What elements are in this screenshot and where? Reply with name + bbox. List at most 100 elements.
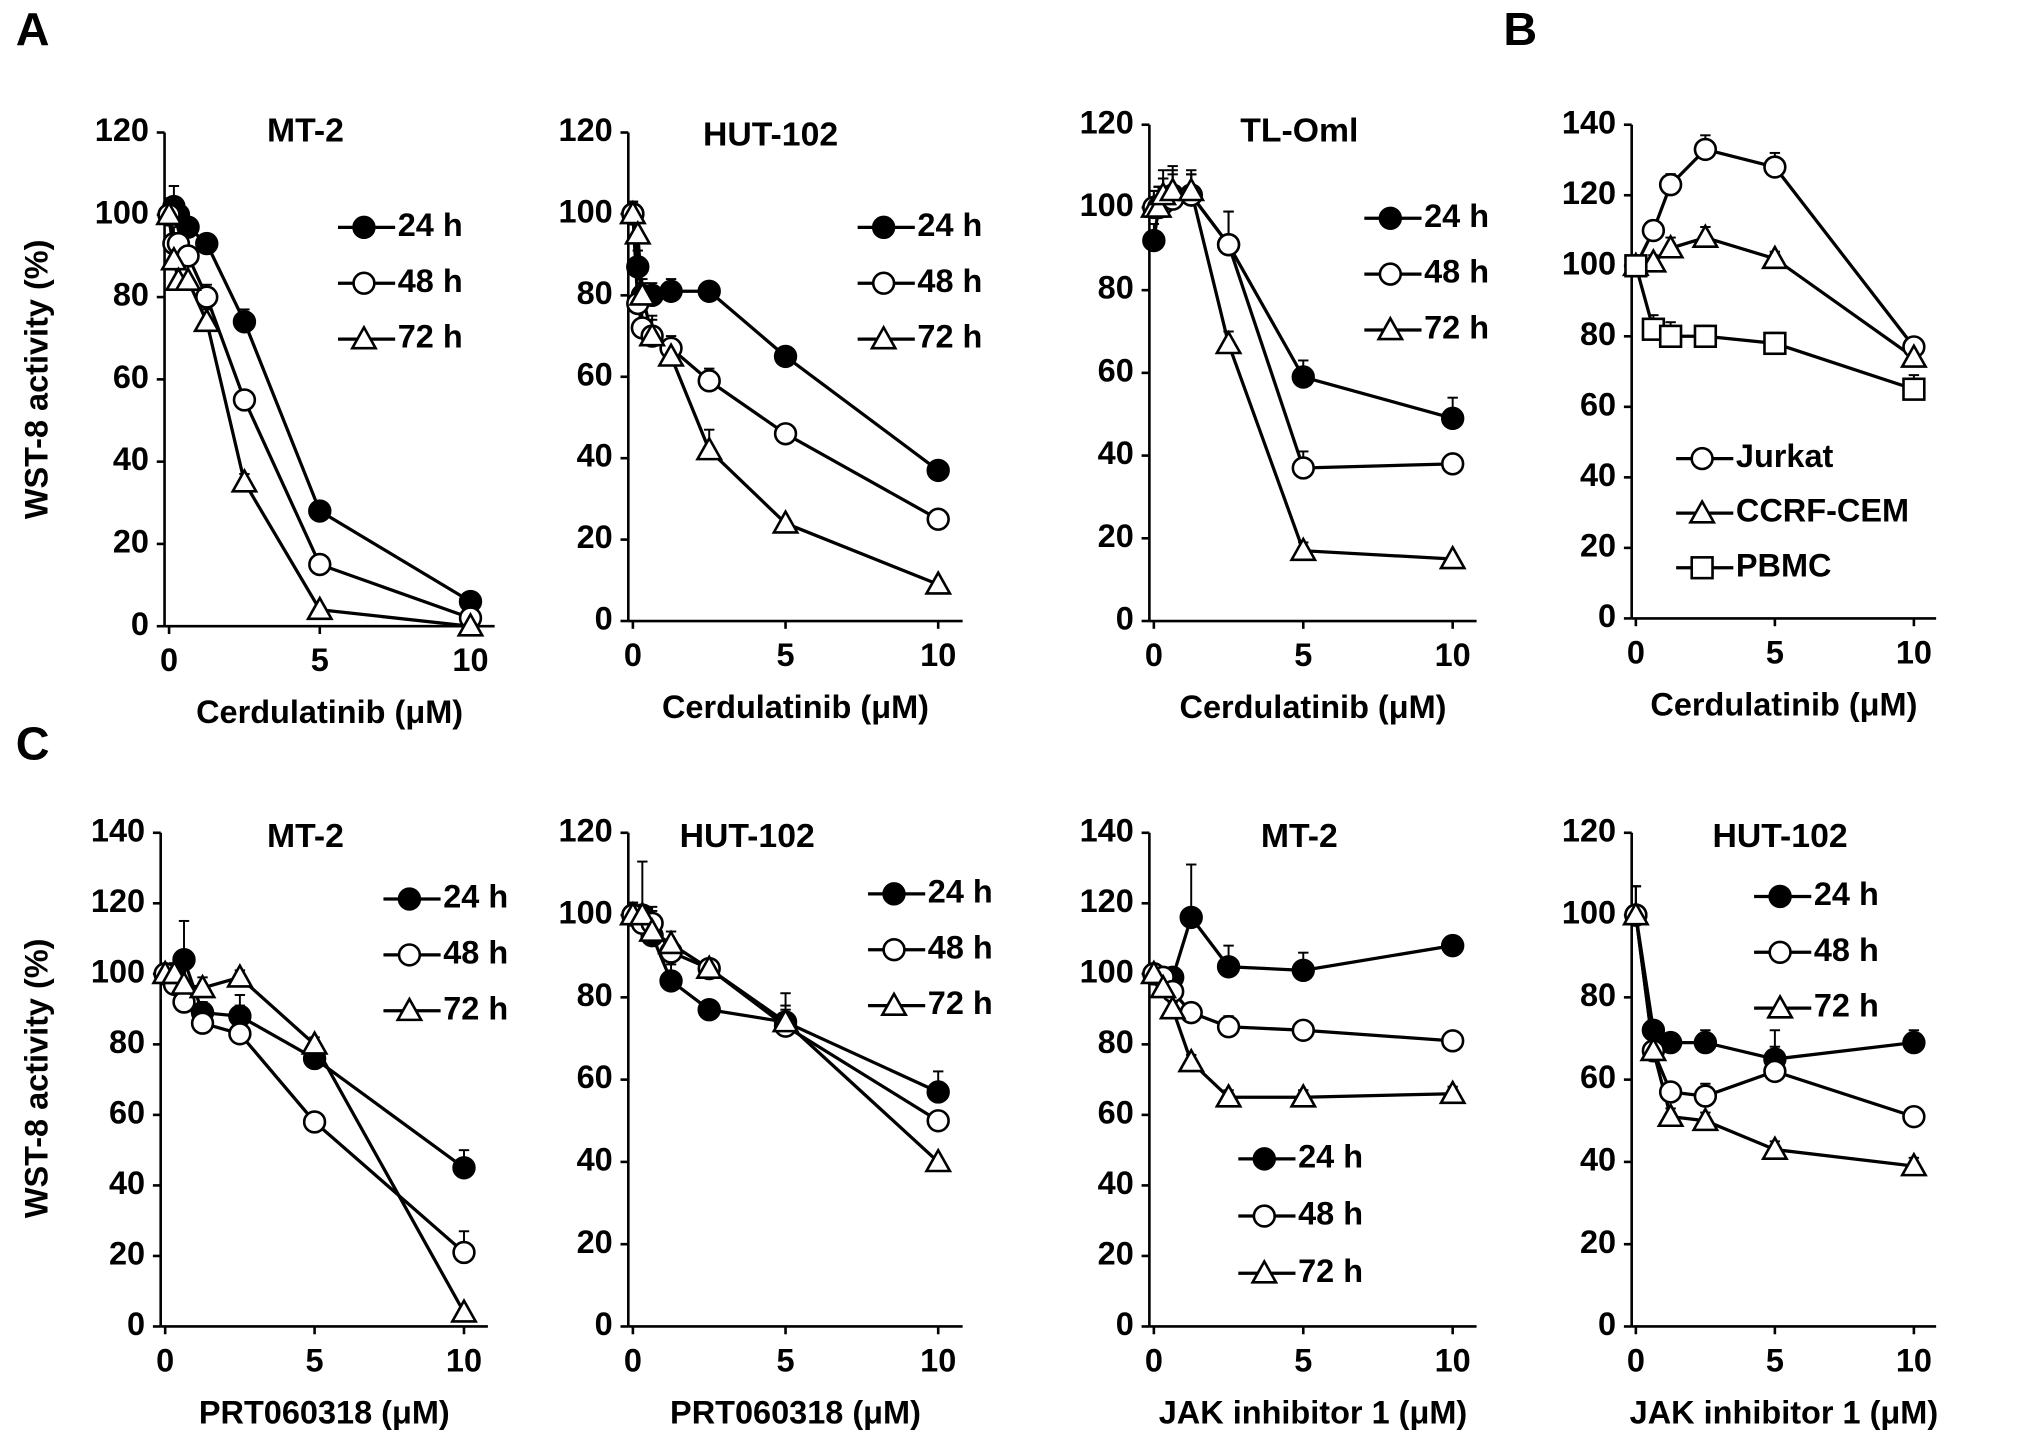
marker [1149,973,1178,999]
marker [1440,1029,1465,1053]
y-tick-label: 120 [1080,104,1134,140]
marker [300,1030,329,1055]
legend-marker [350,324,378,350]
legend-marker [395,996,424,1022]
marker [623,219,652,245]
panel: 0 20 40 60 80 100 120 140 0 5 10 MT-2 PRT060318 (μM)… [16,717,508,1430]
marker [1621,900,1650,926]
y-tick-label: 60 [1580,386,1616,422]
x-tick-label: 10 [920,1342,956,1378]
marker [1440,933,1465,958]
panel-title: HUT-102 [680,817,815,855]
x-axis-label: PRT060318 (μM) [670,1394,921,1430]
legend-marker [397,887,422,911]
marker [1639,1036,1668,1062]
y-tick-label: 140 [91,812,145,848]
marker [771,1007,800,1033]
y-tick-label: 0 [1598,598,1616,634]
marker [771,508,800,534]
y-tick-label: 100 [1562,895,1616,931]
marker [1656,233,1685,259]
x-axis-label: Cerdulatinib (μM) [1179,689,1446,725]
legend-marker [352,271,376,295]
marker [695,954,724,979]
marker [1438,1079,1467,1105]
legend-label: CCRF-CEM [1736,493,1909,529]
y-tick-label: 20 [1580,527,1616,563]
y-tick-label: 0 [1598,1306,1616,1342]
legend-marker [871,271,896,295]
y-axis-label: WST-8 activity (%) [19,240,55,520]
y-tick-label: 60 [577,356,613,392]
marker [1440,452,1465,476]
marker [308,499,332,523]
legend-label: 24 h [917,207,982,243]
y-tick-label: 140 [1080,812,1134,848]
marker [926,1080,950,1104]
y-tick-label: 60 [109,1094,145,1130]
x-axis-label: Cerdulatinib (μM) [662,689,929,725]
marker [1902,1104,1926,1129]
y-tick-label: 0 [595,1306,613,1342]
x-tick-label: 10 [1435,1342,1471,1378]
marker [452,1240,476,1265]
legend-label: 48 h [1424,254,1489,290]
legend-marker [869,324,898,350]
y-tick-label: 0 [595,601,613,637]
marker [1693,137,1718,162]
marker [170,970,198,995]
panel: 0 20 40 60 80 100 120 0 5 10 TL-Oml Cerdulatinib (μ… [1080,104,1489,725]
y-tick-label: 100 [95,194,149,230]
y-tick-label: 20 [109,1236,145,1272]
marker [1760,244,1789,270]
marker [1656,1102,1685,1128]
marker [1658,1080,1683,1104]
x-tick-label: 10 [920,637,956,673]
marker [230,467,259,493]
legend-label: 24 h [1298,1138,1363,1174]
marker [1658,324,1683,348]
y-tick-label: 0 [131,606,149,642]
y-tick-label: 80 [113,277,149,313]
legend-label: 72 h [1298,1253,1363,1289]
y-tick-label: 80 [577,275,613,311]
marker [1289,1082,1318,1108]
marker [1291,365,1315,389]
y-axis-label: WST-8 activity (%) [19,939,55,1219]
marker [1139,959,1168,985]
marker [1438,544,1467,570]
legend-marker [1376,315,1405,341]
marker [452,1156,476,1180]
marker [1693,1030,1718,1055]
marker [638,917,667,942]
y-tick-label: 80 [109,1024,145,1060]
marker [1763,155,1787,179]
y-tick-label: 40 [577,1141,613,1177]
marker [1216,1015,1241,1039]
marker [628,281,657,306]
y-tick-label: 80 [1098,1024,1134,1060]
x-tick-label: 0 [160,642,178,678]
y-tick-label: 100 [1080,953,1134,989]
y-tick-label: 100 [1080,187,1134,223]
x-tick-label: 0 [1145,1342,1163,1378]
panel-title: MT-2 [267,111,344,149]
panel-title: HUT-102 [1713,817,1848,855]
legend-marker [352,215,376,240]
y-tick-label: 40 [1098,1165,1134,1201]
marker [1179,905,1203,930]
marker [924,570,953,595]
y-tick-label: 140 [1562,104,1616,140]
legend-label: 72 h [928,985,993,1021]
y-tick-label: 40 [577,438,613,474]
x-tick-label: 0 [624,637,642,673]
legend-marker [871,215,896,240]
panel: 0 20 40 60 80 100 120 0 5 10 HUT-102 JAK inhibitor … [1562,812,1938,1430]
marker [450,1298,478,1323]
y-tick-label: 100 [91,953,145,989]
marker [1763,1059,1787,1084]
y-tick-label: 40 [1580,1141,1616,1177]
legend-label: 72 h [917,319,982,355]
marker [305,595,334,621]
legend-label: 72 h [443,990,508,1026]
